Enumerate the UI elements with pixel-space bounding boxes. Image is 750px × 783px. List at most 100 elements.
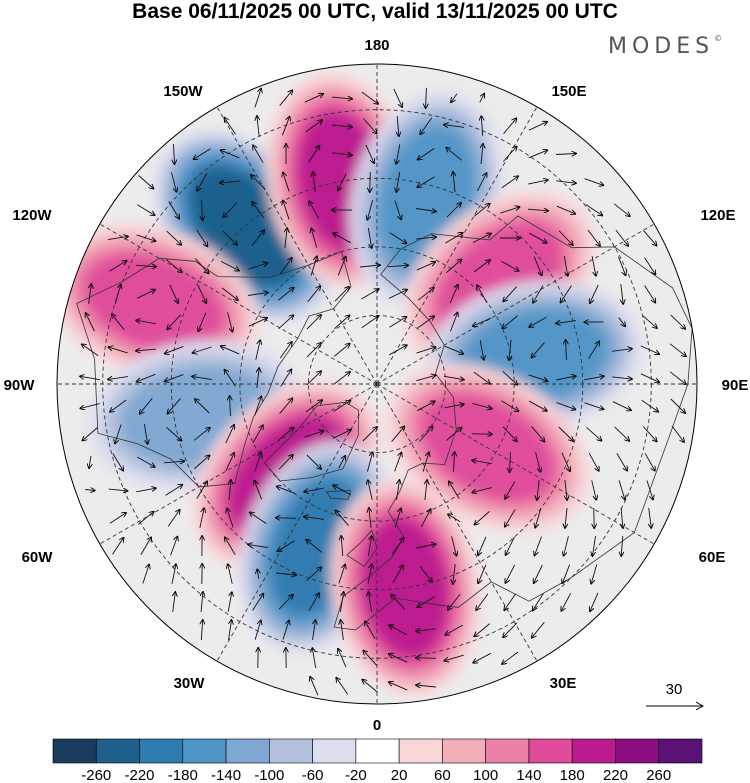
wind-vector [419, 427, 432, 442]
colorbar-label: -20 [345, 767, 367, 783]
meridian-240 [99, 223, 378, 385]
wind-vector [336, 678, 349, 695]
coastline-0 [76, 250, 352, 488]
wind-vector [556, 205, 575, 214]
wind-vector [585, 204, 603, 216]
wind-vector [277, 486, 296, 495]
wind-vector [642, 315, 657, 328]
coastlines [76, 215, 693, 631]
wind-vector [367, 200, 374, 219]
wind-vector [306, 371, 321, 386]
wind-vector [389, 317, 407, 328]
wind-vector [591, 564, 598, 583]
lon-label-150e: 150E [551, 83, 586, 100]
wind-vector [248, 318, 267, 327]
wind-vector [418, 596, 435, 608]
wind-vector [194, 148, 211, 159]
wind-vector [311, 228, 318, 248]
wind-vector [281, 117, 289, 136]
wind-vector [257, 368, 259, 388]
wind-vector [417, 176, 435, 187]
wind-vector [669, 371, 686, 384]
wind-vector [418, 148, 435, 159]
wind-vector [305, 120, 322, 133]
wind-vector [445, 233, 462, 244]
wind-vector [590, 284, 599, 303]
wind-vector [276, 573, 296, 575]
wind-vector [109, 513, 126, 524]
wind-vector [362, 427, 377, 442]
wind-vector [564, 536, 569, 555]
wind-vector [397, 480, 400, 500]
wind-vector [337, 257, 345, 276]
wind-vector [227, 509, 234, 528]
wind-vector [108, 347, 128, 354]
wind-vector [225, 537, 236, 555]
wind-vector [108, 489, 128, 491]
wind-vector [416, 544, 436, 549]
wind-vector [115, 424, 122, 444]
wind-vector [422, 452, 429, 472]
colorbar-swatch [355, 738, 400, 764]
wind-vector [444, 125, 464, 128]
wind-vector [669, 343, 686, 356]
lon-label-30w: 30W [174, 675, 206, 692]
colorbar-swatch [658, 738, 703, 764]
colorbar-label: 100 [473, 767, 498, 783]
wind-vector [555, 154, 576, 155]
wind-vector [533, 256, 541, 276]
lon-label-30e: 30E [550, 675, 577, 692]
wind-vector [108, 236, 128, 241]
copyright-mark: © [714, 34, 723, 43]
wind-vector [338, 565, 345, 584]
wind-vector [257, 116, 259, 136]
wind-vector [163, 461, 184, 463]
wind-vector [505, 564, 515, 583]
wind-vector [80, 376, 100, 381]
wind-vector [416, 347, 436, 354]
wind-vector [394, 508, 401, 528]
wind-vector [171, 564, 176, 584]
wind-vector [309, 201, 320, 219]
meridian-120 [376, 223, 655, 385]
wind-vector [333, 233, 352, 244]
map-title: Base 06/11/2025 00 UTC, valid 13/11/2025… [132, 0, 618, 23]
wind-vector [221, 346, 240, 355]
wind-vector [397, 115, 399, 136]
wind-vector [109, 261, 127, 272]
reference-vector: 30 [646, 681, 705, 711]
wind-vector [531, 426, 545, 441]
wind-vector [590, 592, 599, 611]
wind-vector [533, 285, 544, 302]
wind-vector [167, 510, 179, 527]
wind-vector [502, 315, 518, 329]
colorbar-swatch [225, 738, 270, 764]
colorbar: -260 -220 -180 -140 -100 -60 -20 20 60 100 140 180 2… [52, 738, 703, 783]
wind-vector [391, 426, 405, 442]
wind-vector [640, 345, 659, 354]
wind-vector [588, 342, 600, 359]
wind-vector [529, 316, 547, 327]
wind-vector [165, 374, 184, 382]
wind-vector [223, 202, 238, 217]
wind-vector [529, 232, 546, 243]
wind-vector [612, 401, 631, 411]
wind-vector [197, 284, 206, 303]
wind-vector [563, 256, 567, 276]
wind-vector [332, 153, 352, 155]
wind-vector [252, 425, 263, 443]
wind-vector [253, 145, 264, 163]
wind-vector [136, 488, 156, 493]
wind-vector [444, 375, 464, 379]
wind-vector [391, 595, 406, 610]
wind-vector [138, 512, 153, 525]
wind-vector [334, 287, 349, 302]
wind-vector [416, 375, 435, 382]
wind-vector [225, 425, 234, 444]
wind-vector [306, 315, 321, 330]
wind-vector [532, 622, 545, 637]
wind-vector [338, 173, 347, 191]
wind-vector [556, 321, 576, 324]
wind-vector [367, 536, 371, 556]
wind-vector [621, 284, 623, 304]
